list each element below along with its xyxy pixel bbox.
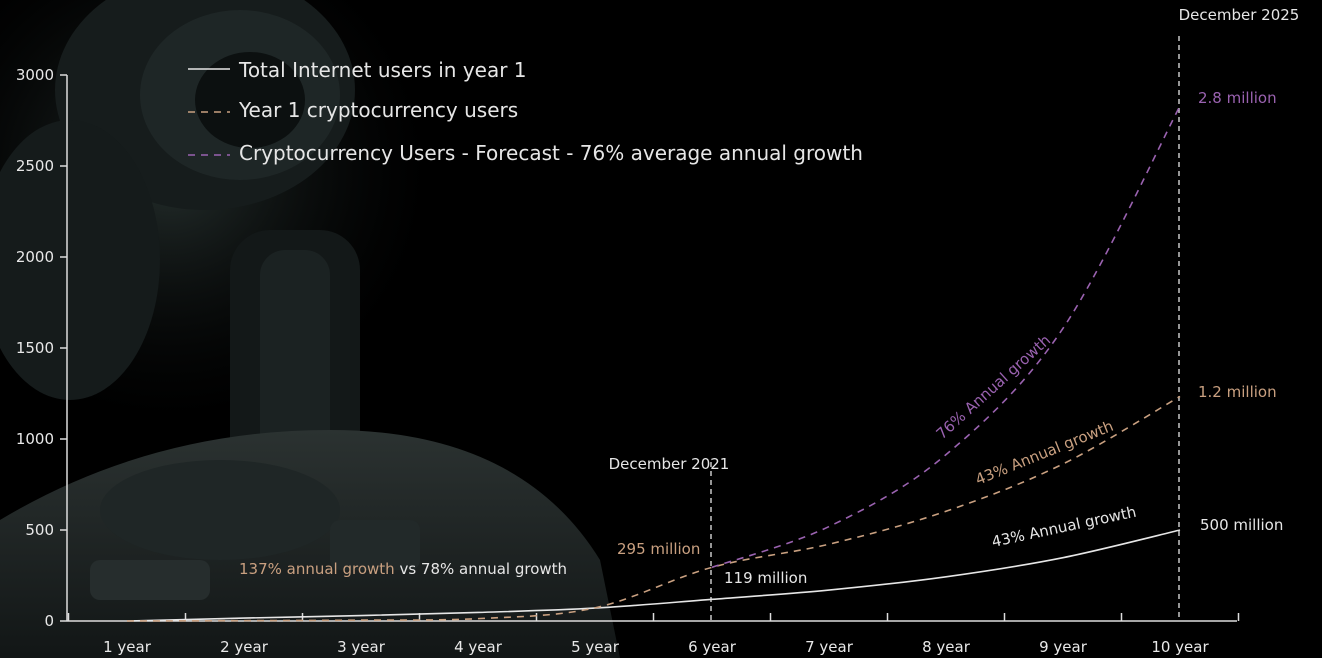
x-tick-label: 10 year	[1151, 638, 1209, 656]
series-line-internet	[126, 529, 1181, 622]
y-axis-ticks: 0 500 1000 1500 2000 2500 3000	[16, 66, 67, 630]
series-line-forecast	[711, 105, 1181, 569]
legend: Total Internet users in year 1 Year 1 cr…	[188, 58, 863, 165]
y-tick-label: 1500	[16, 339, 54, 357]
early-growth-vs: vs	[395, 560, 421, 578]
x-tick-label: 3 year	[337, 638, 386, 656]
y-tick-label: 2000	[16, 248, 54, 266]
x-tick-label: 6 year	[688, 638, 737, 656]
early-growth-comparison: 137% annual growth vs 78% annual growth	[239, 560, 567, 578]
x-tick-label: 1 year	[103, 638, 152, 656]
legend-label-internet: Total Internet users in year 1	[238, 58, 527, 82]
legend-label-year1-crypto: Year 1 cryptocurrency users	[238, 98, 518, 122]
x-axis-ticks: 1 year 2 year 3 year 4 year 5 year 6 year 7 ye…	[67, 613, 1240, 656]
y-tick-label: 1000	[16, 430, 54, 448]
mid-label-internet: 119 million	[724, 569, 807, 587]
y-tick-label: 2500	[16, 157, 54, 175]
x-tick-label: 8 year	[922, 638, 971, 656]
x-tick-label: 9 year	[1039, 638, 1088, 656]
early-growth-internet: 78% annual growth	[421, 560, 567, 578]
early-growth-crypto: 137% annual growth	[239, 560, 395, 578]
date-markers: December 2021 December 2025	[609, 6, 1300, 621]
series-line-year1-crypto	[126, 395, 1181, 622]
y-tick-label: 0	[44, 612, 54, 630]
y-tick-label: 3000	[16, 66, 54, 84]
y-tick-label: 500	[25, 521, 54, 539]
date-marker-label: December 2021	[609, 455, 730, 473]
mid-label-crypto: 295 million	[617, 540, 700, 558]
end-label-year1-crypto: 1.2 million	[1198, 383, 1277, 401]
end-label-forecast: 2.8 million	[1198, 89, 1277, 107]
x-tick-label: 4 year	[454, 638, 503, 656]
x-tick-label: 7 year	[805, 638, 854, 656]
end-label-internet: 500 million	[1200, 516, 1283, 534]
legend-label-forecast: Cryptocurrency Users - Forecast - 76% av…	[239, 141, 863, 165]
series-lines	[126, 105, 1181, 622]
x-tick-label: 2 year	[220, 638, 269, 656]
x-tick-label: 5 year	[571, 638, 620, 656]
date-marker-label: December 2025	[1179, 6, 1300, 24]
